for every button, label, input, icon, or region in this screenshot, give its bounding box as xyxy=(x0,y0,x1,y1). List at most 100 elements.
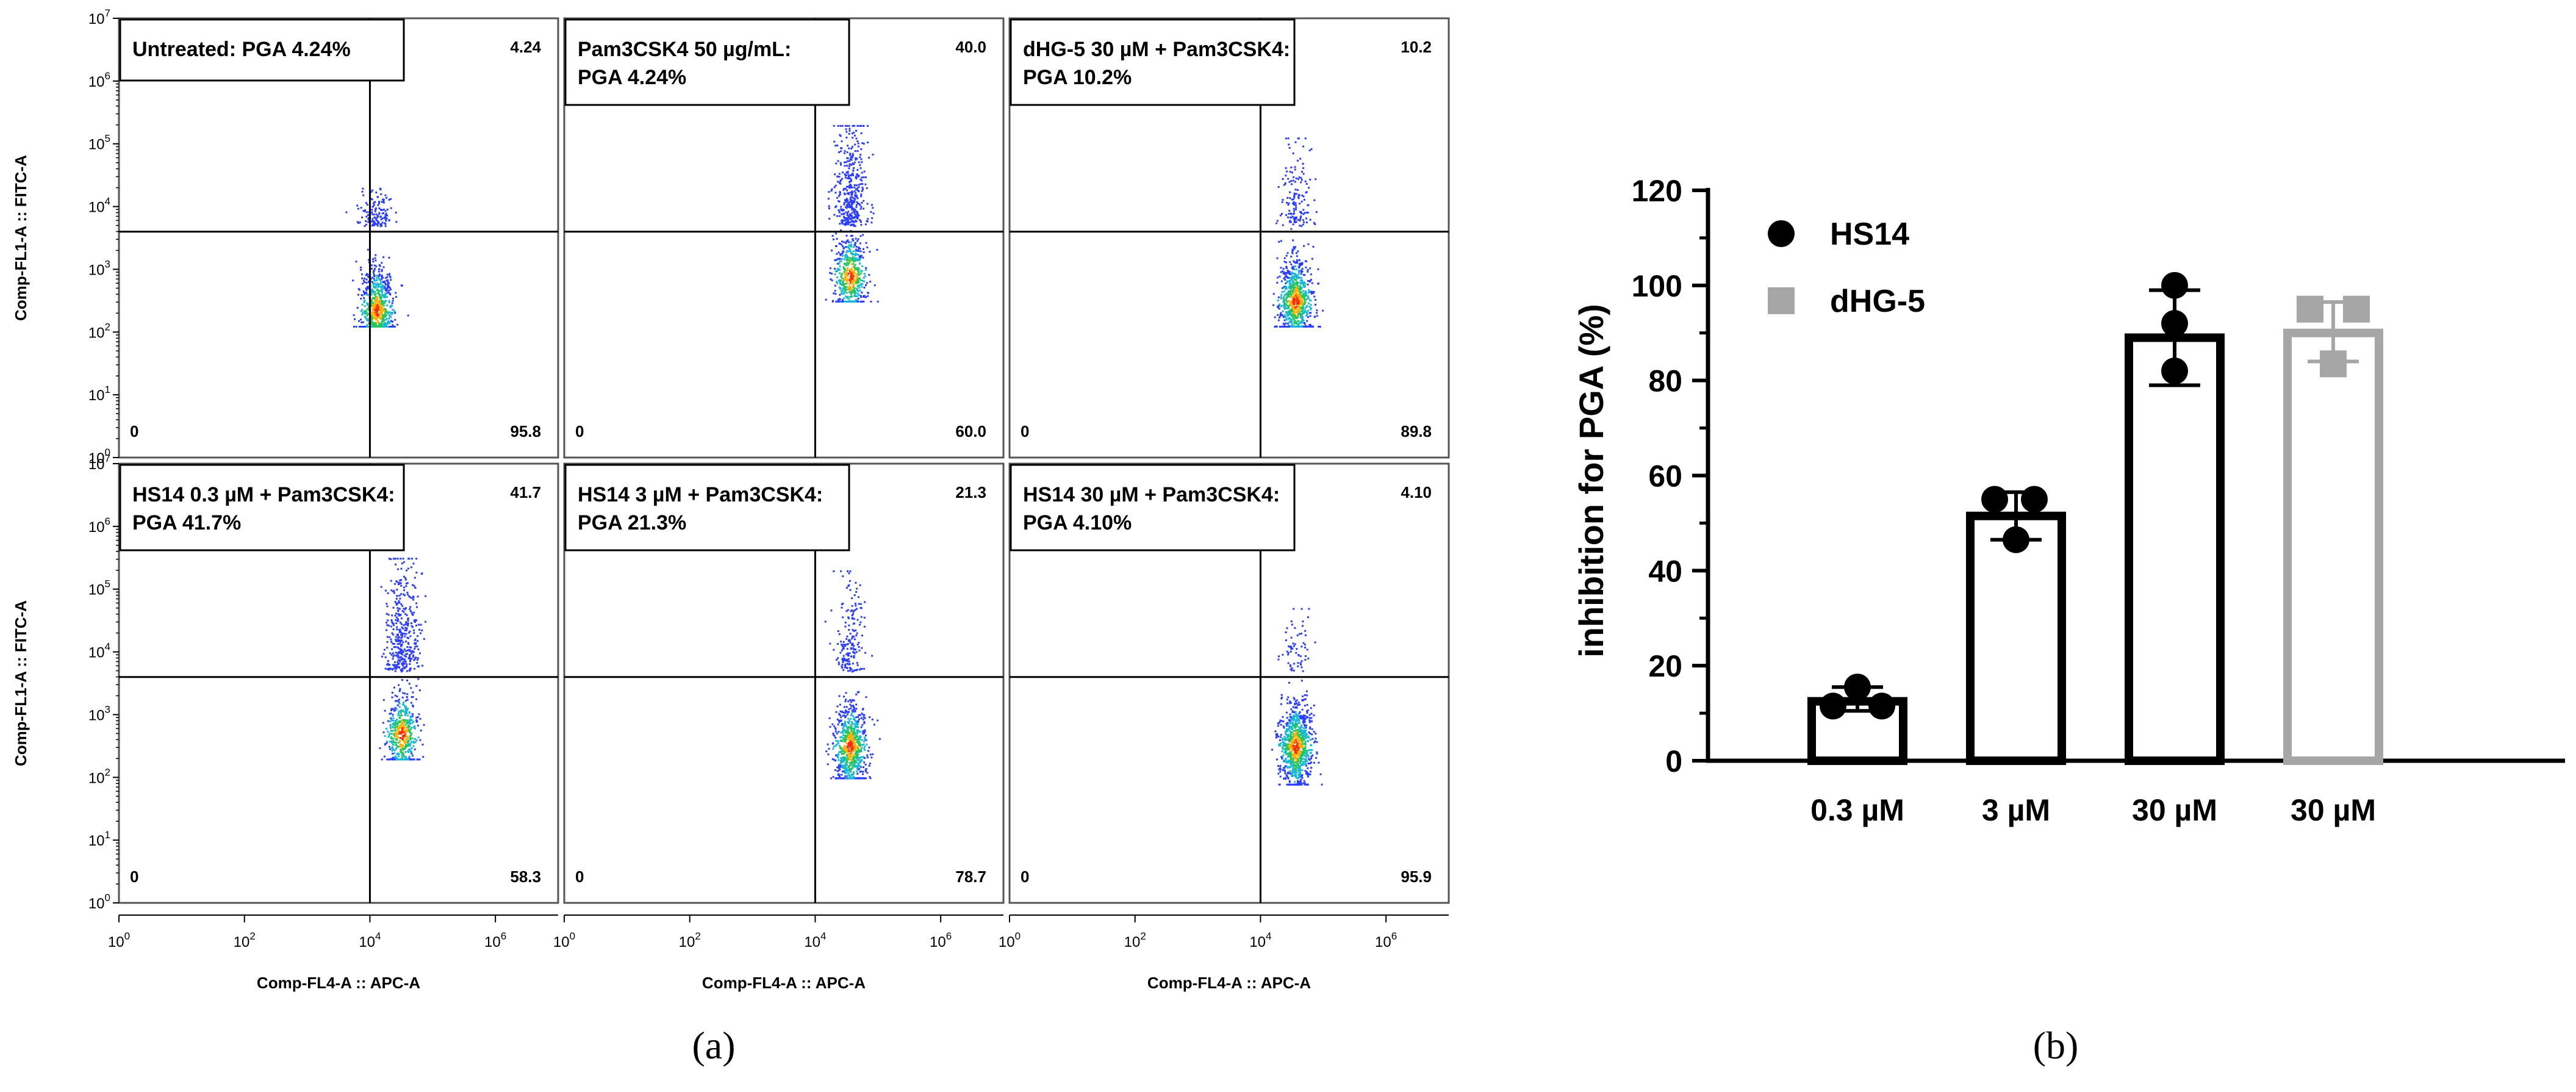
event-dot xyxy=(399,580,401,581)
event-dot xyxy=(843,714,845,717)
event-dot xyxy=(1294,204,1297,207)
event-dot xyxy=(382,304,385,307)
event-dot xyxy=(839,253,841,256)
event-dot xyxy=(851,269,853,271)
event-dot xyxy=(859,164,861,167)
event-dot xyxy=(847,300,850,303)
event-dot xyxy=(380,223,382,225)
event-dot xyxy=(858,768,861,771)
event-dot xyxy=(1305,727,1307,729)
event-dot xyxy=(378,212,381,214)
event-dot xyxy=(842,714,844,717)
event-dot xyxy=(386,742,388,744)
event-dot xyxy=(1301,279,1304,282)
event-dot xyxy=(394,706,396,709)
event-dot xyxy=(384,287,387,290)
event-dot xyxy=(848,708,850,710)
event-dot xyxy=(865,176,867,179)
event-dot xyxy=(844,622,847,623)
event-dot xyxy=(846,269,848,271)
event-dot xyxy=(836,262,839,265)
event-dot xyxy=(406,719,409,722)
event-dot xyxy=(1281,291,1283,293)
event-dot xyxy=(1290,167,1293,168)
event-dot xyxy=(403,748,406,750)
event-dot xyxy=(848,241,850,243)
event-dot xyxy=(1291,286,1293,289)
event-dot xyxy=(364,326,366,328)
event-dot xyxy=(1288,209,1291,212)
event-dot xyxy=(836,659,838,661)
event-dot xyxy=(1285,265,1288,268)
event-dot xyxy=(371,315,374,317)
event-dot xyxy=(397,620,400,622)
event-dot xyxy=(402,663,404,666)
event-dot xyxy=(850,180,852,182)
event-dot xyxy=(1277,314,1279,316)
event-dot xyxy=(399,741,401,744)
event-dot xyxy=(1296,300,1298,302)
event-dot xyxy=(386,605,389,608)
event-dot xyxy=(387,281,389,283)
event-dot xyxy=(413,632,415,634)
event-dot xyxy=(1313,741,1315,744)
event-dot xyxy=(406,649,409,652)
event-dot xyxy=(855,246,858,248)
event-dot xyxy=(859,714,861,716)
event-dot xyxy=(1286,252,1289,254)
event-dot xyxy=(384,214,387,216)
event-dot xyxy=(396,661,399,663)
event-dot xyxy=(1296,772,1298,774)
event-dot xyxy=(856,173,858,176)
event-dot xyxy=(411,752,413,755)
event-dot xyxy=(412,654,415,656)
event-dot xyxy=(366,293,368,296)
event-dot xyxy=(395,563,397,566)
event-dot xyxy=(845,735,848,737)
event-dot xyxy=(1305,314,1308,316)
event-dot xyxy=(1301,195,1304,197)
event-dot xyxy=(1288,273,1291,275)
event-dot xyxy=(1288,295,1291,298)
event-dot xyxy=(408,656,411,659)
event-dot xyxy=(867,124,869,127)
event-dot xyxy=(1299,655,1302,658)
event-dot xyxy=(857,297,859,300)
event-dot xyxy=(1298,322,1301,325)
event-dot xyxy=(1304,285,1306,287)
event-dot xyxy=(851,196,853,198)
event-dot xyxy=(378,302,380,304)
event-dot xyxy=(379,290,382,292)
event-dot xyxy=(389,758,392,761)
flow-panel: Untreated: PGA 4.24% 4.2495.8010010110210… xyxy=(12,7,559,467)
event-dot xyxy=(841,284,844,286)
event-dot xyxy=(831,742,834,745)
event-dot xyxy=(389,741,391,743)
event-dot xyxy=(854,733,856,735)
event-dot xyxy=(842,641,845,643)
event-dot xyxy=(401,757,403,760)
event-dot xyxy=(397,646,399,648)
event-dot xyxy=(834,730,837,733)
event-dot xyxy=(366,319,368,321)
event-dot xyxy=(371,211,373,214)
event-dot xyxy=(872,753,874,755)
event-dot xyxy=(390,638,392,641)
event-dot xyxy=(1282,268,1285,270)
event-dot xyxy=(412,656,414,658)
event-dot xyxy=(844,176,847,179)
event-dot xyxy=(1294,221,1297,223)
event-dot xyxy=(370,293,373,296)
event-dot xyxy=(373,307,376,309)
event-dot xyxy=(373,264,376,267)
event-dot xyxy=(842,575,844,578)
event-dot xyxy=(844,218,847,221)
event-dot xyxy=(401,752,403,754)
event-dot xyxy=(844,276,847,279)
event-dot xyxy=(388,257,390,259)
event-dot xyxy=(1293,322,1296,325)
event-dot xyxy=(862,777,864,779)
event-dot xyxy=(845,271,848,273)
label-box xyxy=(564,18,850,106)
event-dot xyxy=(388,558,390,560)
